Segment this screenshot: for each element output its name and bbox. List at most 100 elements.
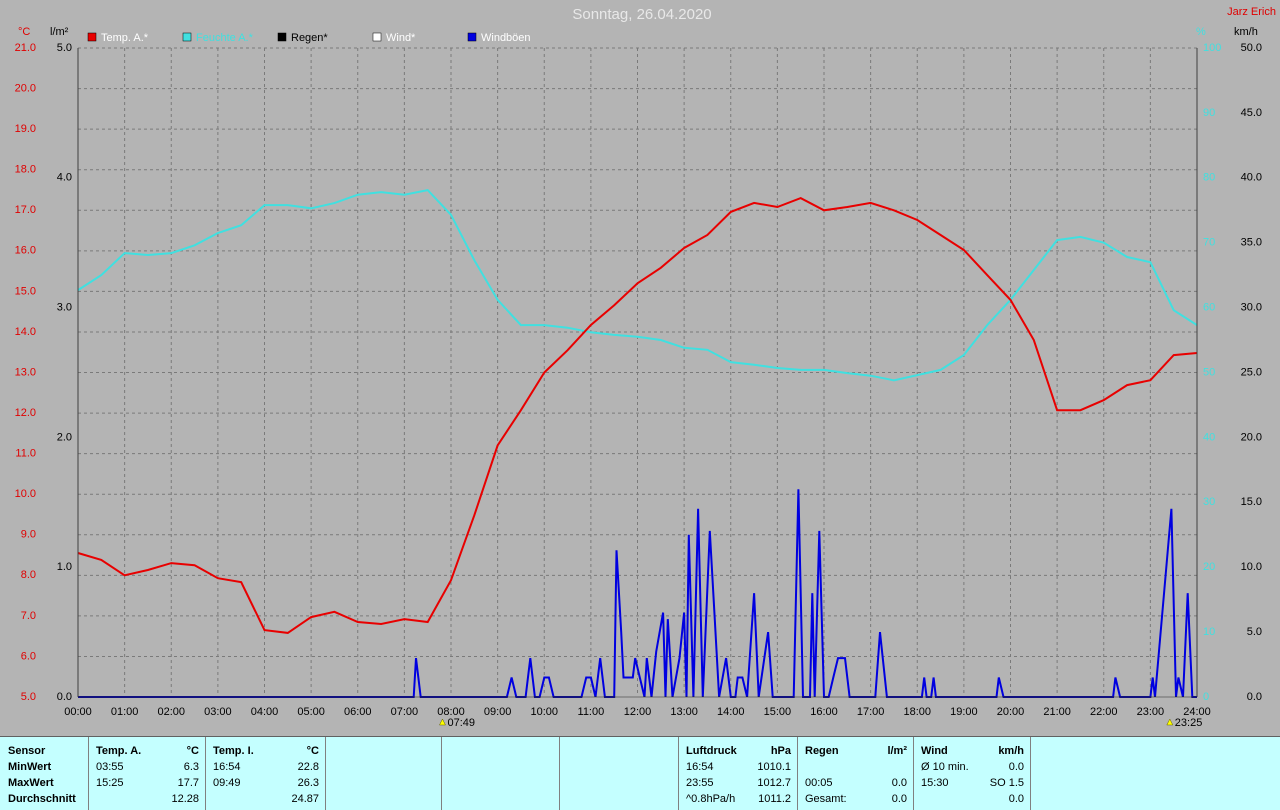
y-tick-label: 17.0 [15,204,36,216]
y-tick-label: 1.0 [57,561,72,573]
table-cell: km/h [998,745,1024,757]
y-tick-label: 30.0 [1241,302,1262,314]
x-tick-label: 18:00 [903,706,931,718]
y-tick-label: 2.0 [57,431,72,443]
y-tick-label: 18.0 [15,164,36,176]
table-cell: 15:25 [96,777,124,789]
y-tick-label: 0.0 [57,691,72,703]
legend-swatch [277,32,287,42]
legend-label: Temp. A.* [101,32,149,44]
x-tick-label: 11:00 [578,706,605,718]
y-tick-label: 8.0 [21,569,36,581]
x-tick-label: 20:00 [997,706,1025,718]
y-tick-label: 100 [1203,42,1221,54]
y-tick-label: 4.0 [57,172,72,184]
y-tick-label: 0 [1203,691,1209,703]
y-tick-label: 10.0 [15,488,36,500]
table-cell: °C [187,745,199,757]
y-tick-label: 60 [1203,302,1215,314]
chart-title: Sonntag, 26.04.2020 [572,6,711,23]
table-cell: Wind [921,745,948,757]
x-tick-label: 21:00 [1043,706,1071,718]
table-cell: 16:54 [213,761,241,773]
table-cell: 0.0 [1009,793,1024,805]
y-tick-label: 15.0 [15,285,36,297]
sun-marker [439,718,446,726]
y-tick-label: 15.0 [1241,496,1262,508]
y-tick-label: 6.0 [21,650,36,662]
table-cell: 00:05 [805,777,833,789]
table-cell: MinWert [8,761,52,773]
table-cell: Temp. I. [213,745,254,757]
table-cell: Sensor [8,745,46,757]
x-tick-label: 06:00 [344,706,372,718]
y3-axis-unit: l/m² [50,26,69,38]
table-cell: 0.0 [892,793,907,805]
stats-table: Sensor MinWert MaxWert Durchschnitt Temp. A.… [8,737,1031,810]
x-tick-label: 24:00 [1183,706,1211,718]
table-cell: 24.87 [291,793,319,805]
x-tick-label: 01:00 [111,706,139,718]
table-cell: Luftdruck [686,745,738,757]
y-tick-label: 12.0 [15,407,36,419]
y-tick-label: 13.0 [15,366,36,378]
legend-swatch [182,32,192,42]
table-cell: 1011.2 [758,793,791,805]
table-cell: 09:49 [213,777,241,789]
sun-time: 23:25 [1175,717,1203,729]
table-cell: Gesamt: [805,793,847,805]
table-cell: 6.3 [184,761,199,773]
chart-background [0,0,1280,736]
x-tick-label: 23:00 [1137,706,1165,718]
table-cell: MaxWert [8,777,54,789]
x-tick-label: 03:00 [204,706,232,718]
y-tick-label: 5.0 [21,691,36,703]
y-tick-label: 11.0 [15,448,36,460]
x-tick-label: 08:00 [437,706,465,718]
table-cell: ^0.8hPa/h [686,793,735,805]
y-tick-label: 50 [1203,366,1215,378]
legend-label: Windböen [481,32,531,44]
table-cell: 23:55 [686,777,714,789]
y-tick-label: 40 [1203,431,1215,443]
x-tick-label: 09:00 [484,706,512,718]
x-tick-label: 19:00 [950,706,978,718]
y-tick-label: 80 [1203,172,1215,184]
series-line [77,197,1198,634]
y-tick-label: 9.0 [21,529,36,541]
y-tick-label: 90 [1203,107,1215,119]
y-tick-label: 40.0 [1241,172,1262,184]
table-cell: 17.7 [178,777,199,789]
x-tick-label: 16:00 [810,706,838,718]
legend-swatch [467,32,477,42]
y-tick-label: 35.0 [1241,237,1262,249]
y-tick-label: 25.0 [1241,366,1262,378]
sun-marker [1166,718,1174,726]
table-cell: l/m² [887,745,907,757]
x-tick-label: 00:00 [64,706,92,718]
table-cell: Durchschnitt [8,793,76,805]
table-cell: 15:30 [921,777,949,789]
y-axis-unit: °C [18,26,30,38]
y-tick-label: 0.0 [1247,691,1262,703]
table-cell: hPa [771,745,792,757]
y-tick-label: 45.0 [1241,107,1262,119]
legend-swatch [87,32,97,42]
x-tick-label: 05:00 [297,706,325,718]
table-cell: 0.0 [1009,761,1024,773]
y-tick-label: 70 [1203,237,1215,249]
x-tick-label: 17:00 [857,706,885,718]
table-cell: SO 1.5 [990,777,1024,789]
table-cell: 1012.7 [757,777,791,789]
table-cell: Temp. A. [96,745,141,757]
author: Jarz Erich [1227,6,1276,18]
y-tick-label: 3.0 [57,302,72,314]
stats-table-background [0,737,1280,810]
x-tick-label: 22:00 [1090,706,1118,718]
table-cell: °C [307,745,319,757]
y-tick-label: 20.0 [15,82,36,94]
sun-time: 07:49 [447,717,475,729]
y-tick-label: 10.0 [1241,561,1262,573]
y-tick-label: 19.0 [15,123,36,135]
